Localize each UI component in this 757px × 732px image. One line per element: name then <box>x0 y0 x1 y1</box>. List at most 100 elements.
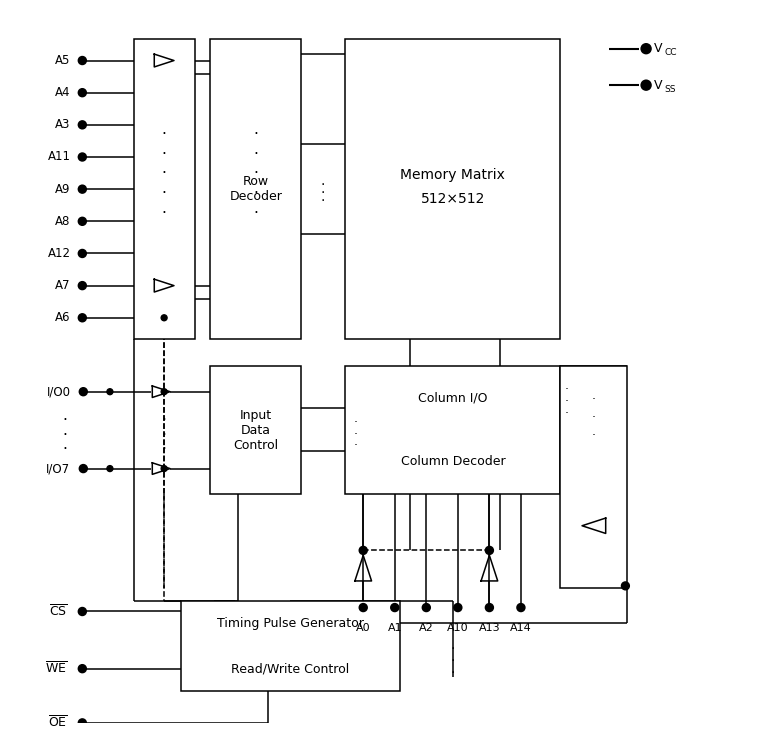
Text: .: . <box>450 638 455 652</box>
Text: A1: A1 <box>388 624 402 633</box>
Text: .: . <box>62 438 67 452</box>
Circle shape <box>360 547 367 554</box>
Circle shape <box>79 185 86 193</box>
Text: .: . <box>354 412 357 425</box>
Text: Column I/O: Column I/O <box>418 391 488 404</box>
Text: I/O0: I/O0 <box>46 385 70 398</box>
Circle shape <box>79 121 86 129</box>
Circle shape <box>621 582 629 590</box>
Circle shape <box>391 604 399 611</box>
Text: I/O7: I/O7 <box>46 462 70 475</box>
Text: Row
Decoder: Row Decoder <box>229 175 282 203</box>
Bar <box>210 39 301 340</box>
Circle shape <box>79 465 87 473</box>
Text: A12: A12 <box>48 247 70 260</box>
Circle shape <box>161 315 167 321</box>
Text: A8: A8 <box>55 214 70 228</box>
Text: .: . <box>321 182 325 195</box>
Bar <box>345 366 560 494</box>
Text: .: . <box>254 162 258 176</box>
Text: .: . <box>592 425 596 438</box>
Text: A5: A5 <box>55 54 70 67</box>
Bar <box>210 366 301 494</box>
Text: .: . <box>254 142 258 157</box>
Text: .: . <box>564 403 569 416</box>
Text: A10: A10 <box>447 624 469 633</box>
Text: .: . <box>354 424 357 437</box>
Circle shape <box>161 466 167 471</box>
Text: A13: A13 <box>478 624 500 633</box>
Text: .: . <box>450 650 455 664</box>
Text: A0: A0 <box>356 624 370 633</box>
Circle shape <box>79 388 87 395</box>
Circle shape <box>79 250 86 258</box>
Circle shape <box>485 604 494 611</box>
Text: .: . <box>592 389 596 402</box>
Circle shape <box>485 547 494 554</box>
Text: .: . <box>354 436 357 449</box>
Text: .: . <box>162 422 167 438</box>
Text: .: . <box>162 408 167 423</box>
Text: .: . <box>592 407 596 420</box>
Text: V: V <box>654 78 662 92</box>
Circle shape <box>641 44 651 53</box>
Text: A14: A14 <box>510 624 532 633</box>
Text: V: V <box>654 42 662 55</box>
Text: Read/Write Control: Read/Write Control <box>231 662 350 675</box>
Circle shape <box>79 282 86 290</box>
Text: .: . <box>162 438 167 452</box>
Text: Memory Matrix: Memory Matrix <box>400 168 506 182</box>
Text: .: . <box>564 379 569 392</box>
Text: A9: A9 <box>55 183 70 195</box>
Text: SS: SS <box>665 85 676 94</box>
Text: .: . <box>254 122 258 137</box>
Text: .: . <box>162 181 167 196</box>
Text: .: . <box>62 422 67 438</box>
Text: 512×512: 512×512 <box>421 192 485 206</box>
Text: .: . <box>162 201 167 216</box>
Text: .: . <box>321 190 325 203</box>
Text: A7: A7 <box>55 279 70 292</box>
Bar <box>181 601 400 691</box>
Circle shape <box>79 608 86 616</box>
Circle shape <box>360 604 367 611</box>
Text: $\overline{\rm WE}$: $\overline{\rm WE}$ <box>45 661 67 676</box>
Text: .: . <box>254 201 258 216</box>
Text: A2: A2 <box>419 624 434 633</box>
Text: CC: CC <box>665 48 678 57</box>
Bar <box>133 39 195 340</box>
Circle shape <box>107 389 113 395</box>
Text: .: . <box>162 142 167 157</box>
Circle shape <box>454 604 462 611</box>
Text: .: . <box>254 181 258 196</box>
Circle shape <box>79 217 86 225</box>
Text: .: . <box>162 122 167 137</box>
Text: A6: A6 <box>55 311 70 324</box>
Circle shape <box>422 604 430 611</box>
Circle shape <box>641 81 651 90</box>
Text: A3: A3 <box>55 119 70 131</box>
Circle shape <box>79 665 86 673</box>
Circle shape <box>79 153 86 161</box>
Circle shape <box>107 466 113 471</box>
Text: $\overline{\rm CS}$: $\overline{\rm CS}$ <box>49 604 67 619</box>
Bar <box>345 39 560 340</box>
Text: Column Decoder: Column Decoder <box>400 455 505 468</box>
Text: .: . <box>162 162 167 176</box>
Text: A4: A4 <box>55 86 70 99</box>
Text: Input
Data
Control: Input Data Control <box>233 408 279 452</box>
Circle shape <box>161 389 167 395</box>
Text: .: . <box>321 173 325 188</box>
Circle shape <box>79 56 86 64</box>
Text: .: . <box>564 391 569 404</box>
Circle shape <box>517 604 525 611</box>
Text: .: . <box>450 662 455 676</box>
Text: A11: A11 <box>48 151 70 163</box>
Bar <box>560 366 628 588</box>
Text: Timing Pulse Generator: Timing Pulse Generator <box>217 617 363 630</box>
Circle shape <box>79 314 86 322</box>
Text: $\overline{\rm OE}$: $\overline{\rm OE}$ <box>48 715 67 731</box>
Circle shape <box>79 89 86 97</box>
Text: .: . <box>62 408 67 423</box>
Circle shape <box>79 719 86 727</box>
